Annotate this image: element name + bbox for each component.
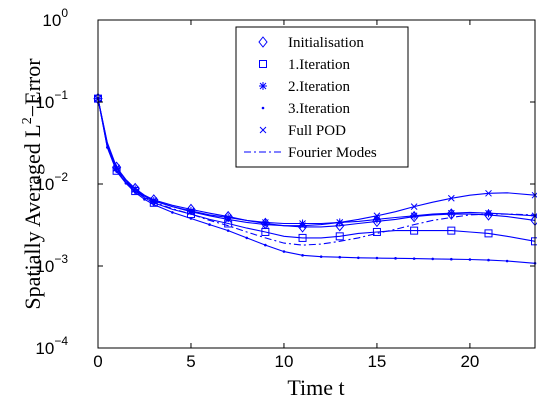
data-point (410, 226, 419, 235)
data-point (447, 209, 456, 218)
ticks-layer: 0 5 10 15 20 10−4 10−3 10−2 10−1 100 (35, 6, 535, 371)
data-point (319, 255, 323, 258)
x-tick-label: 5 (186, 352, 195, 371)
legend-marker (258, 36, 268, 48)
legend-label: Initialisation (288, 35, 364, 51)
data-point (245, 236, 249, 240)
legend-marker (259, 126, 267, 134)
y-tick-label: 10−4 (35, 334, 68, 358)
data-point (115, 170, 118, 173)
data-point (264, 243, 267, 247)
legend-item: Initialisation (258, 35, 364, 51)
legend-label: 1.Iteration (288, 57, 351, 73)
data-point (484, 209, 493, 218)
x-axis-title: Time t (287, 375, 344, 400)
data-point (372, 227, 381, 236)
legend-label: Fourier Modes (288, 145, 377, 161)
legend: Initialisation 1.Iteration 2.Iteration 3.It… (235, 26, 409, 168)
data-point (357, 256, 360, 260)
data-point (171, 211, 174, 214)
data-point (446, 208, 456, 220)
y-axis-title: Spatially Averaged L2−Error (20, 58, 45, 310)
legend-label: 2.Iteration (288, 79, 351, 95)
y-tick-label: 10−3 (35, 252, 68, 276)
data-point (336, 219, 344, 226)
data-point (208, 223, 211, 226)
x-tick-label: 20 (460, 352, 479, 371)
y-tick-label: 10−2 (35, 170, 68, 194)
data-point (373, 212, 381, 220)
series-layer (93, 92, 537, 265)
x-tick-label: 10 (274, 352, 293, 371)
data-point (301, 254, 304, 257)
data-point (409, 210, 419, 223)
data-point (447, 226, 456, 235)
data-point (394, 257, 397, 260)
legend-item: 3.Iteration (261, 101, 351, 117)
legend-items: Initialisation 1.Iteration 2.Iteration 3.It… (244, 35, 377, 161)
data-point (282, 250, 286, 253)
data-point (261, 227, 270, 236)
data-point (410, 203, 418, 210)
legend-item: 2.Iteration (259, 79, 351, 95)
data-point (189, 217, 193, 220)
data-point (505, 259, 509, 263)
y-axis-title-rest: −Error (20, 58, 45, 117)
data-point (124, 181, 128, 185)
y-axis-title-sup: 2 (20, 117, 35, 124)
data-point (484, 229, 493, 238)
legend-label: Full POD (288, 123, 346, 139)
legend-item: 1.Iteration (259, 57, 351, 73)
data-point (299, 222, 306, 230)
data-point (338, 255, 342, 259)
data-point (152, 203, 156, 206)
data-point (133, 191, 137, 194)
data-point (375, 256, 379, 260)
series-line (97, 98, 536, 246)
data-point (487, 258, 490, 262)
data-point (410, 211, 419, 220)
data-point (447, 194, 455, 202)
data-point (468, 258, 472, 261)
legend-item: Fourier Modes (244, 145, 377, 161)
data-point (450, 257, 453, 261)
series-3 (96, 97, 537, 265)
data-point (485, 189, 492, 197)
y-tick-label: 100 (42, 6, 68, 30)
data-point (143, 198, 146, 201)
data-point (131, 185, 139, 193)
data-point (226, 229, 230, 232)
legend-item: Full POD (259, 123, 346, 139)
data-point (298, 233, 307, 242)
legend-marker (259, 82, 267, 90)
x-tick-label: 0 (93, 352, 102, 371)
legend-marker (261, 106, 265, 110)
series-5 (97, 98, 536, 246)
data-point (335, 232, 344, 241)
data-point (412, 257, 416, 260)
x-tick-label: 15 (367, 352, 386, 371)
data-point (262, 221, 269, 228)
legend-box (235, 26, 409, 168)
data-point (335, 219, 345, 232)
data-point (224, 216, 232, 223)
y-tick-label: 10−1 (35, 88, 68, 112)
legend-label: 3.Iteration (288, 101, 351, 117)
legend-marker (259, 60, 267, 68)
data-point (431, 257, 435, 261)
series-line (97, 98, 536, 227)
y-axis-title-base: Spatially Averaged L (20, 124, 45, 309)
